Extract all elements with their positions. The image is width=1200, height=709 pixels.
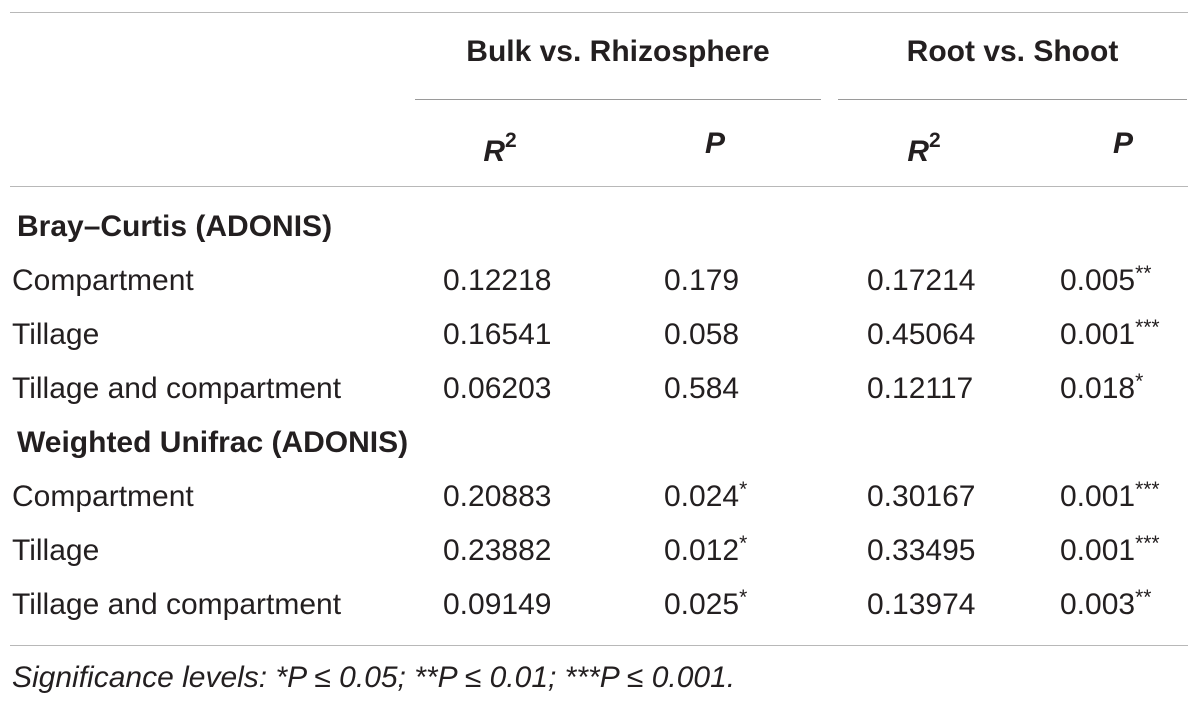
row-label: Tillage and compartment (12, 588, 342, 621)
cell-r2-root: 0.12117 (867, 372, 974, 405)
row-label: Compartment (12, 480, 194, 513)
group-rule-bulk-rhizosphere (415, 99, 821, 100)
group-rule-root-shoot (838, 99, 1187, 100)
section-title-weighted-unifrac: Weighted Unifrac (ADONIS) (17, 426, 409, 459)
header-bottom-rule (10, 186, 1188, 187)
section-title-bray-curtis: Bray–Curtis (ADONIS) (17, 210, 333, 243)
cell-r2-root: 0.33495 (867, 534, 976, 567)
cell-r2-root: 0.45064 (867, 318, 976, 351)
cell-p-bulk: 0.584 (664, 372, 740, 405)
group-header-root-shoot: Root vs. Shoot (906, 35, 1119, 68)
cell-r2-bulk: 0.16541 (443, 318, 552, 351)
cell-p-root: 0.001*** (1060, 478, 1160, 513)
cell-p-root: 0.001*** (1060, 532, 1160, 567)
cell-p-root: 0.005** (1060, 262, 1152, 297)
row-label: Compartment (12, 264, 194, 297)
cell-r2-bulk: 0.06203 (443, 372, 552, 405)
cell-r2-bulk: 0.09149 (443, 588, 552, 621)
cell-r2-root: 0.30167 (867, 480, 976, 513)
cell-p-bulk: 0.058 (664, 318, 740, 351)
row-label: Tillage (12, 534, 100, 567)
cell-p-root: 0.001*** (1060, 316, 1160, 351)
col-header-r2-1: R2 (483, 129, 517, 168)
cell-p-bulk: 0.025* (664, 586, 748, 621)
row-label: Tillage and compartment (12, 372, 342, 405)
table-top-rule (10, 12, 1188, 13)
cell-p-bulk: 0.179 (664, 264, 740, 297)
col-header-r2-2: R2 (907, 129, 941, 168)
cell-p-bulk: 0.012* (664, 532, 748, 567)
cell-p-root: 0.018* (1060, 370, 1144, 405)
cell-r2-bulk: 0.23882 (443, 534, 552, 567)
cell-r2-bulk: 0.20883 (443, 480, 552, 513)
row-label: Tillage (12, 318, 100, 351)
col-header-p-2: P (1112, 127, 1133, 160)
col-header-p-1: P (704, 127, 725, 160)
cell-r2-root: 0.13974 (867, 588, 976, 621)
cell-r2-bulk: 0.12218 (443, 264, 552, 297)
cell-p-root: 0.003** (1060, 586, 1152, 621)
table-footnote: Significance levels: *P ≤ 0.05; **P ≤ 0.… (12, 661, 736, 694)
cell-r2-root: 0.17214 (867, 264, 976, 297)
cell-p-bulk: 0.024* (664, 478, 748, 513)
group-header-bulk-rhizosphere: Bulk vs. Rhizosphere (466, 35, 770, 68)
table-bottom-rule (10, 645, 1188, 646)
